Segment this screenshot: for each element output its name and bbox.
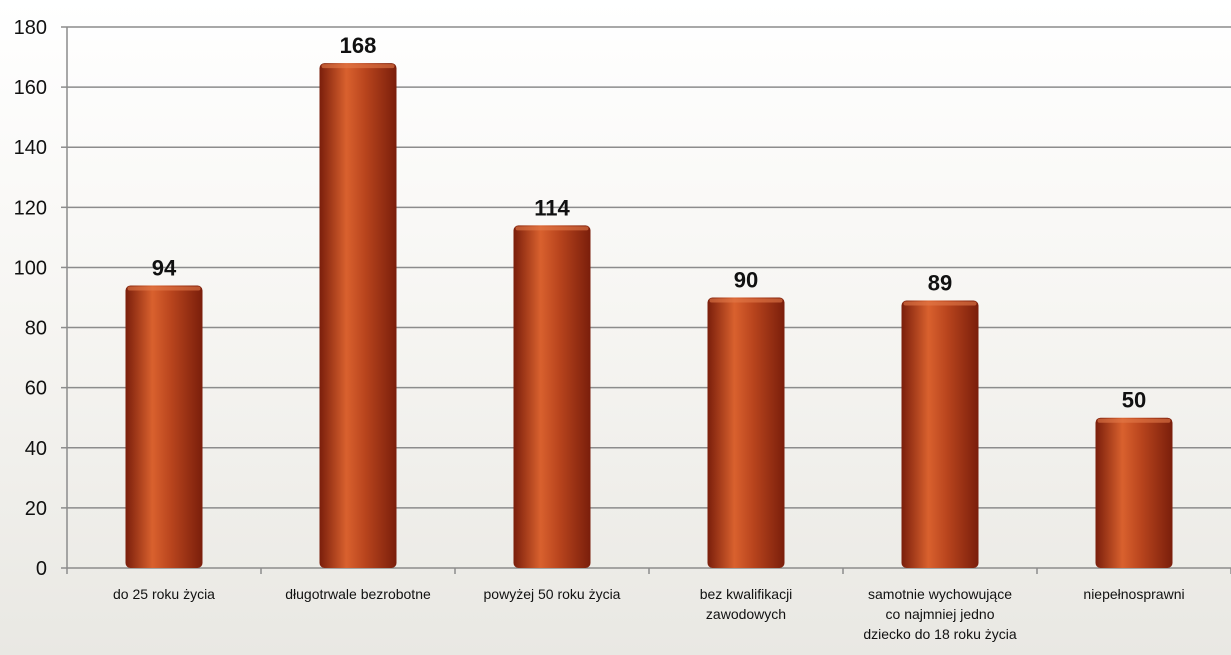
- category-label: zawodowych: [706, 606, 786, 622]
- bar-cap: [903, 301, 977, 306]
- data-label: 114: [534, 195, 570, 220]
- bar-cap: [515, 226, 589, 231]
- bar-cap: [709, 298, 783, 303]
- y-tick-label: 20: [25, 498, 47, 520]
- bar: [125, 285, 203, 568]
- bar: [319, 63, 397, 569]
- y-tick-label: 40: [25, 438, 47, 460]
- y-tick-label: 100: [14, 257, 47, 279]
- category-label: co najmniej jedno: [886, 606, 995, 622]
- bar: [707, 297, 785, 568]
- category-label: dziecko do 18 roku życia: [863, 626, 1017, 642]
- data-label: 50: [1122, 388, 1146, 413]
- y-tick-label: 180: [14, 17, 47, 39]
- bar: [901, 300, 979, 568]
- bar-cap: [1097, 418, 1171, 423]
- category-label: powyżej 50 roku życia: [484, 586, 621, 602]
- category-label: bez kwalifikacji: [700, 586, 793, 602]
- labels: 0 20 40 60 80 100 120 140 160 180 94 do 25 roku życ…: [14, 17, 1185, 642]
- y-tick-label: 60: [25, 378, 47, 400]
- category-label: niepełnosprawni: [1083, 586, 1184, 602]
- axes: [61, 26, 1231, 574]
- y-tick-label: 160: [14, 77, 47, 99]
- data-label: 89: [928, 271, 952, 296]
- bar: [1095, 417, 1173, 568]
- bars: [125, 63, 1173, 569]
- gridlines: [67, 26, 1231, 509]
- category-label: długotrwale bezrobotne: [285, 586, 431, 602]
- data-label: 94: [152, 255, 177, 280]
- y-tick-label: 140: [14, 137, 47, 159]
- category-label: samotnie wychowujące: [868, 586, 1012, 602]
- data-label: 168: [340, 33, 377, 58]
- bar-cap: [127, 286, 201, 291]
- category-label: do 25 roku życia: [113, 586, 215, 602]
- y-tick-label: 120: [14, 197, 47, 219]
- bar-cap: [321, 64, 395, 69]
- y-tick-label: 80: [25, 318, 47, 340]
- data-label: 90: [734, 268, 758, 293]
- y-tick-label: 0: [36, 558, 47, 580]
- bar: [513, 225, 591, 568]
